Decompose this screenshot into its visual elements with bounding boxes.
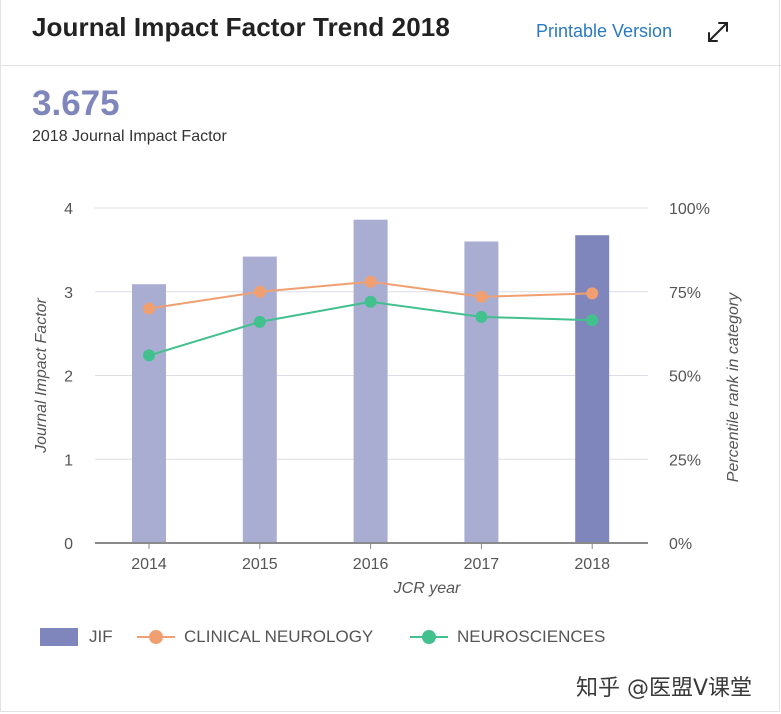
legend-label-jif: JIF <box>89 627 113 646</box>
point-neurosciences-2016 <box>364 295 377 308</box>
jif-caption: 2018 Journal Impact Factor <box>32 128 227 145</box>
x-tick-label: 2017 <box>464 556 500 573</box>
legend-label-clinical-neurology: CLINICAL NEUROLOGY <box>184 627 374 646</box>
x-tick-label: 2018 <box>574 556 610 573</box>
bar-jif-2016 <box>353 219 388 543</box>
card-header: Journal Impact Factor Trend 2018 Printab… <box>0 0 781 66</box>
card-title: Journal Impact Factor Trend 2018 <box>32 12 450 42</box>
point-clinical-neurology-2014 <box>143 302 155 315</box>
jif-value: 3.675 <box>32 84 120 123</box>
y-right-axis-title: Percentile rank in category <box>725 292 742 482</box>
legend-item-jif[interactable]: JIF <box>40 622 130 652</box>
y-left-tick-label: 0 <box>64 536 73 553</box>
point-neurosciences-2014 <box>143 349 155 362</box>
point-neurosciences-2017 <box>475 310 488 323</box>
y-left-tick-label: 2 <box>64 369 73 386</box>
x-tick-label: 2015 <box>242 556 278 573</box>
x-axis-title: JCR year <box>393 580 461 597</box>
x-tick-label: 2014 <box>131 556 167 573</box>
y-right-tick-label: 75% <box>669 285 701 302</box>
printable-version-link[interactable]: Printable Version <box>536 21 673 41</box>
jif-trend-chart: 0 1 2 3 4 0% 25% 50% 75% 100% 2014 2015 2016 2017 2018… <box>33 201 742 597</box>
legend-swatch-jif <box>40 628 78 646</box>
point-clinical-neurology-2018 <box>586 287 599 300</box>
y-right-tick-label: 100% <box>669 201 710 218</box>
x-tick-label: 2016 <box>353 556 389 573</box>
y-left-tick-label: 3 <box>64 285 73 302</box>
legend-item-neurosciences[interactable]: NEUROSCIENCES <box>410 622 630 652</box>
bar-jif-2017 <box>464 241 499 543</box>
y-left-tick-label: 4 <box>64 201 73 218</box>
expand-arrows-icon[interactable] <box>705 19 731 45</box>
y-right-tick-label: 0% <box>669 536 692 553</box>
bar-jif-2018 <box>575 235 610 543</box>
legend-line-clinical-neurology <box>137 630 175 644</box>
point-clinical-neurology-2015 <box>253 285 266 298</box>
legend-line-neurosciences <box>410 630 448 644</box>
point-neurosciences-2018 <box>586 314 599 327</box>
point-clinical-neurology-2017 <box>475 290 488 303</box>
y-left-tick-label: 1 <box>64 452 73 469</box>
point-neurosciences-2015 <box>253 315 266 328</box>
y-right-tick-label: 25% <box>669 452 701 469</box>
legend-label-neurosciences: NEUROSCIENCES <box>457 627 606 646</box>
point-clinical-neurology-2016 <box>364 275 377 288</box>
y-right-tick-label: 50% <box>669 369 701 386</box>
legend-item-clinical-neurology[interactable]: CLINICAL NEUROLOGY <box>137 622 397 652</box>
watermark-text: 知乎 @医盟V课堂 <box>576 676 753 701</box>
bar-jif-2014 <box>132 284 166 543</box>
bar-jif-2015 <box>242 256 277 543</box>
y-left-axis-title: Journal Impact Factor <box>33 297 50 453</box>
